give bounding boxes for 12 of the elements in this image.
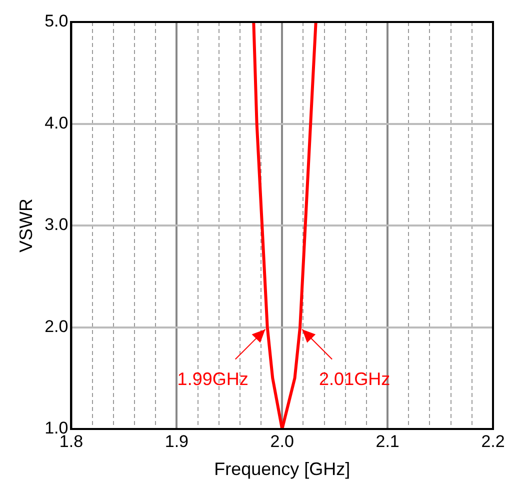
y-tick-label: 3.0 (44, 215, 68, 234)
x-axis-title: Frequency [GHz] (214, 459, 350, 480)
y-tick-label: 2.0 (44, 316, 68, 336)
annotation: 2.01GHz (319, 369, 390, 390)
annotation: 1.99GHz (177, 369, 248, 390)
x-tick-label: 2.0 (270, 432, 294, 451)
y-tick-label: 4.0 (44, 113, 68, 132)
x-tick-label: 1.9 (164, 432, 188, 451)
y-tick-label: 5.0 (44, 12, 68, 31)
x-tick-label: 2.2 (481, 432, 505, 451)
x-tick-label: 2.1 (376, 432, 400, 451)
y-axis-title: VSWR (16, 198, 36, 252)
